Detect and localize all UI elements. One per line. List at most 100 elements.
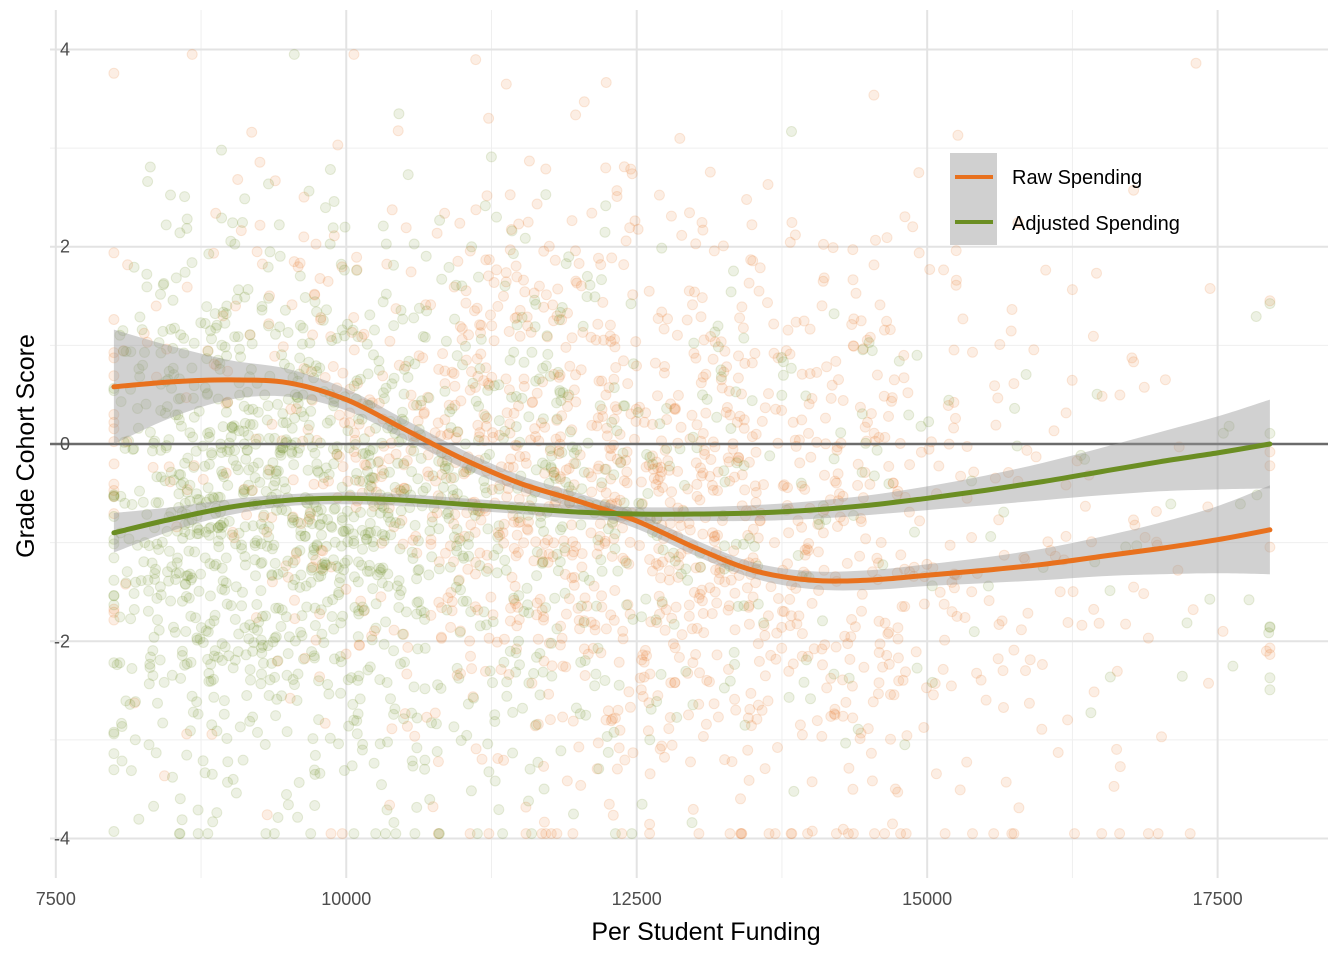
adjusted-spending-point [193,585,205,597]
raw-spending-point [474,547,486,559]
raw-spending-point [355,595,367,607]
adjusted-spending-point [715,364,727,376]
raw-spending-point [452,255,464,267]
raw-spending-point [508,407,520,419]
raw-spending-point [1093,617,1105,629]
adjusted-spending-point [411,399,423,411]
raw-spending-point [883,626,895,638]
adjusted-spending-point [313,675,325,687]
raw-spending-point [527,396,539,408]
raw-spending-point [830,355,842,367]
raw-spending-point [261,526,273,538]
raw-spending-point [511,643,522,655]
adjusted-spending-point [507,747,519,759]
raw-spending-point [903,506,915,518]
adjusted-spending-point [303,419,315,431]
adjusted-spending-point [237,217,248,228]
raw-spending-point [825,392,837,404]
raw-spending-point [704,470,716,482]
raw-spending-point [994,339,1006,350]
adjusted-spending-point [292,447,304,459]
raw-spending-point [708,535,720,547]
raw-spending-point [589,624,601,636]
adjusted-spending-point [1250,311,1262,322]
adjusted-spending-point [179,457,191,469]
raw-spending-point [439,207,451,219]
raw-spending-point [1114,761,1126,773]
raw-spending-point [508,516,520,528]
adjusted-spending-point [460,340,471,352]
adjusted-spending-point [551,623,563,635]
raw-spending-point [566,424,578,436]
raw-spending-point [726,756,738,768]
adjusted-spending-point [412,535,424,547]
raw-spending-point [716,382,728,394]
adjusted-spending-point [380,288,392,300]
raw-spending-point [787,416,799,428]
raw-spending-point [609,491,621,503]
raw-spending-point [292,261,304,273]
raw-spending-point [511,271,523,283]
raw-spending-point [619,754,631,766]
raw-spending-point [818,238,829,250]
raw-spending-point [944,539,956,551]
raw-spending-point [497,527,509,539]
raw-spending-point [1128,581,1140,593]
adjusted-spending-point [732,600,744,612]
raw-spending-point [423,470,435,482]
raw-spending-point [753,655,765,667]
raw-spending-point [257,511,269,523]
raw-spending-point [682,483,694,495]
raw-spending-point [735,828,747,840]
adjusted-spending-point [272,812,284,823]
adjusted-spending-point [311,540,323,552]
adjusted-spending-point [697,389,708,401]
raw-spending-point [1159,374,1171,386]
adjusted-spending-point [244,664,256,676]
raw-spending-point [898,349,910,361]
raw-spending-point [848,313,860,325]
raw-spending-point [316,563,328,575]
raw-spending-point [742,529,754,541]
raw-spending-point [518,373,530,385]
raw-spending-point [377,370,389,382]
raw-spending-point [509,580,521,592]
raw-spending-point [285,403,297,415]
raw-spending-point [328,230,340,242]
raw-spending-point [691,478,703,490]
raw-spending-point [635,684,647,696]
raw-spending-point [531,198,543,210]
adjusted-spending-point [493,415,505,427]
adjusted-spending-point [718,682,730,694]
adjusted-spending-point [175,329,187,341]
raw-spending-point [332,139,344,151]
adjusted-spending-point [353,670,365,682]
raw-spending-point [634,401,645,413]
adjusted-spending-point [244,329,256,341]
adjusted-spending-point [246,338,258,350]
adjusted-spending-point [843,672,855,684]
raw-spending-point [405,389,417,401]
raw-spending-point [782,558,793,570]
raw-spending-point [481,190,493,202]
raw-spending-point [878,390,890,402]
raw-spending-point [401,668,413,680]
adjusted-spending-point [275,621,287,632]
raw-spending-point [350,501,362,513]
adjusted-spending-point [238,425,250,437]
adjusted-spending-point [128,588,140,599]
adjusted-spending-point [263,178,274,190]
adjusted-spending-point [322,679,334,690]
raw-spending-point [746,357,758,369]
raw-spending-point [855,315,867,327]
raw-spending-point [789,229,801,241]
raw-spending-point [669,404,681,415]
raw-spending-point [857,343,869,355]
adjusted-spending-point [294,319,306,331]
adjusted-spending-point [234,343,245,355]
raw-spending-point [437,348,449,360]
raw-spending-point [708,698,720,710]
adjusted-spending-point [388,645,400,657]
raw-spending-point [938,598,950,610]
